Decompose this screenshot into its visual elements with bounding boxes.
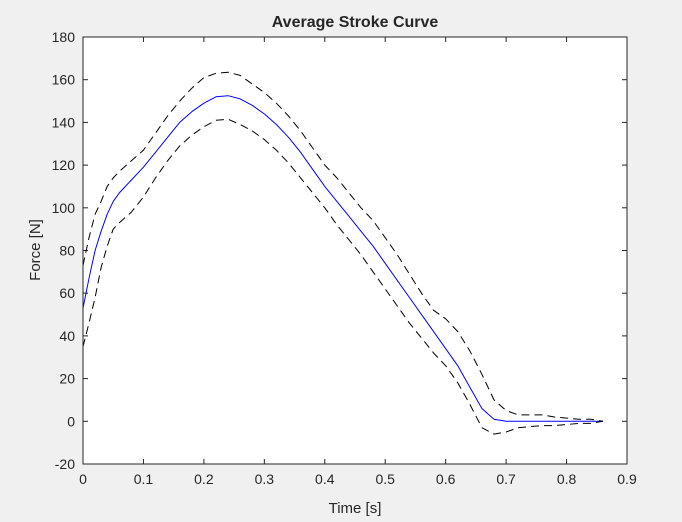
x-axis-label: Time [s] bbox=[329, 500, 382, 517]
y-tick-label: 40 bbox=[59, 328, 75, 344]
x-tick-label: 0.5 bbox=[375, 471, 395, 487]
axes-box bbox=[82, 36, 628, 465]
x-axis-ticks: 0 0.1 0.2 0.3 0.4 0.5 0.6 0.7 0.8 0.9 bbox=[79, 37, 637, 487]
y-tick-label: 80 bbox=[59, 243, 75, 259]
x-tick-label: 0.8 bbox=[557, 471, 577, 487]
y-tick-label: -20 bbox=[55, 456, 75, 472]
plot-area bbox=[83, 37, 627, 464]
y-axis-label: Force [N] bbox=[27, 219, 44, 281]
x-tick-label: 0.4 bbox=[315, 471, 335, 487]
x-tick-label: 0.3 bbox=[255, 471, 275, 487]
y-tick-label: 180 bbox=[52, 29, 76, 45]
lower-bound-line bbox=[82, 118, 603, 435]
upper-bound-line bbox=[82, 71, 603, 422]
x-tick-label: 0 bbox=[79, 471, 87, 487]
y-tick-label: 140 bbox=[52, 114, 76, 130]
y-tick-label: 0 bbox=[67, 413, 75, 429]
y-tick-label: 60 bbox=[59, 285, 75, 301]
x-tick-label: 0.1 bbox=[134, 471, 154, 487]
series-layer bbox=[82, 71, 603, 435]
mean-force-line bbox=[82, 95, 603, 422]
x-tick-label: 0.9 bbox=[617, 471, 637, 487]
y-tick-label: 120 bbox=[52, 157, 76, 173]
y-tick-label: 20 bbox=[59, 371, 75, 387]
chart-title: Average Stroke Curve bbox=[272, 14, 439, 31]
y-tick-label: 160 bbox=[52, 72, 76, 88]
y-tick-label: 100 bbox=[52, 200, 76, 216]
x-tick-label: 0.2 bbox=[194, 471, 214, 487]
y-axis-ticks: -20 0 20 40 60 80 100 120 140 160 180 bbox=[52, 29, 627, 472]
x-tick-label: 0.7 bbox=[496, 471, 516, 487]
x-tick-label: 0.6 bbox=[436, 471, 456, 487]
